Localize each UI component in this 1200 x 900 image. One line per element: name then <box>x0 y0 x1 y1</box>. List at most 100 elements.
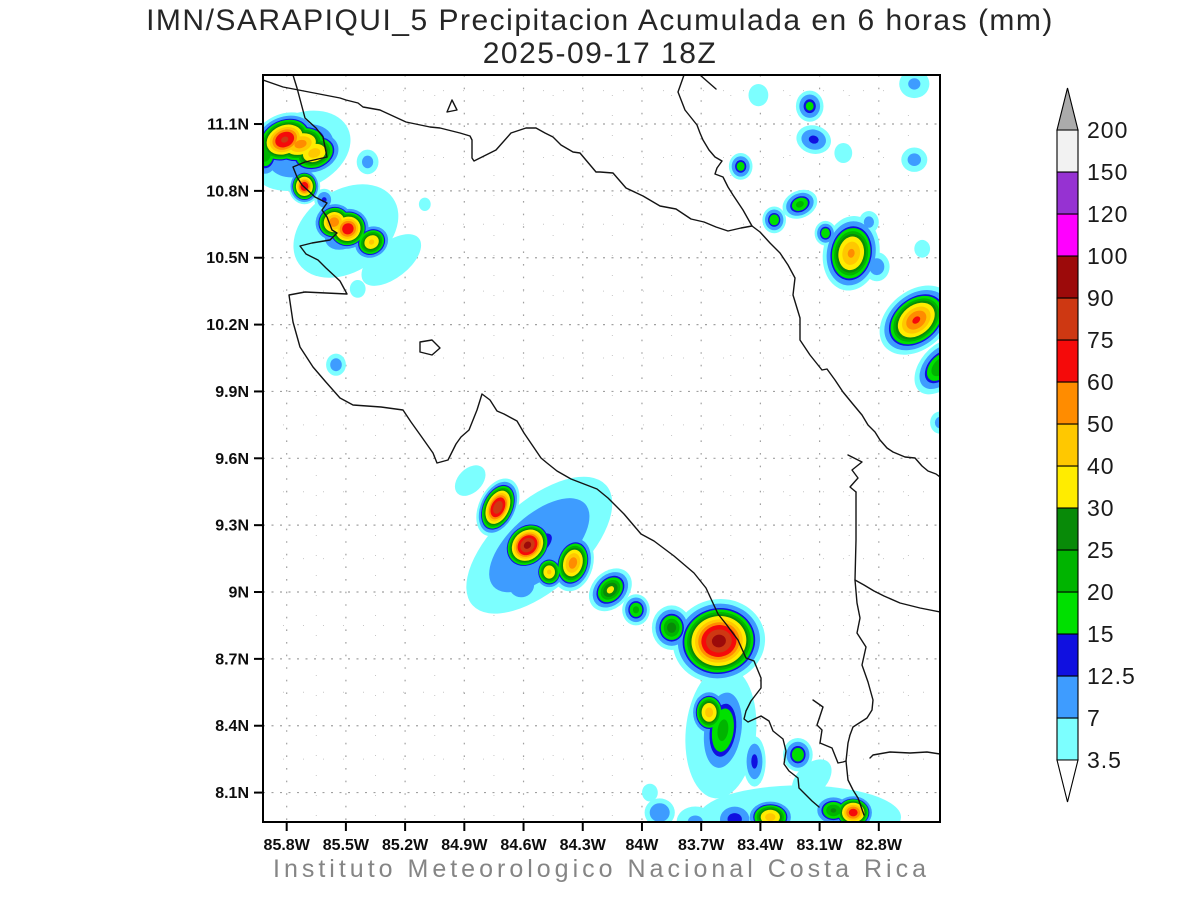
colorbar-tick-label: 150 <box>1087 159 1128 185</box>
precip-contour-band <box>308 148 321 158</box>
colorbar-segment <box>1056 129 1079 173</box>
x-tick-label: 85.2W <box>382 837 429 854</box>
precip-contour-band <box>821 228 830 239</box>
x-tick-label: 84.3W <box>560 837 607 854</box>
chart-subtitle: 2025-09-17 18Z <box>482 37 718 70</box>
footer-credit: Instituto Meteorologico Nacional Costa R… <box>273 855 930 883</box>
precip-contour-band <box>711 634 726 648</box>
y-tick-label: 10.8N <box>206 183 249 200</box>
precip-contour-band <box>632 606 640 614</box>
x-tick-label: 84.9W <box>441 837 488 854</box>
colorbar-segment <box>1056 549 1079 593</box>
colorbar-segment <box>1056 255 1079 299</box>
colorbar-segment <box>1056 633 1079 677</box>
coastline-lake-nicaragua-and-border <box>263 79 753 232</box>
precip-contour-band <box>908 78 921 90</box>
colorbar-tick-label: 12.5 <box>1087 663 1136 689</box>
x-tick-label: 84W <box>626 837 660 854</box>
coastline-pacific-coast <box>288 75 820 808</box>
precip-contour-band <box>294 139 307 149</box>
colorbar-over-arrow <box>1056 87 1079 131</box>
precip-contour-band <box>914 239 931 258</box>
y-tick-label: 9.6N <box>215 451 249 468</box>
precip-contour-band <box>717 719 729 742</box>
precip-contour-band <box>606 586 615 594</box>
coastline-caribbean-coast <box>677 75 940 478</box>
precip-contour-band <box>281 136 289 143</box>
precip-contour-band <box>736 161 745 171</box>
precip-contour-band <box>418 197 431 211</box>
colorbar-tick-label: 30 <box>1087 495 1115 521</box>
precip-contour-band <box>847 248 855 258</box>
precip-contour-band <box>748 84 769 107</box>
precip-contour-band <box>568 557 578 569</box>
coastline-ne-corner-spur <box>699 75 717 90</box>
precip-contour-band <box>667 622 677 633</box>
precip-contour-band <box>687 815 703 822</box>
y-tick-label: 9.3N <box>215 518 249 535</box>
coastline-panama-south-coast <box>869 751 940 759</box>
precip-contour-band <box>361 234 422 286</box>
precip-contour-band <box>765 813 776 821</box>
colorbar-segment <box>1056 423 1079 467</box>
precip-contour-band <box>523 541 532 549</box>
colorbar-segment <box>1056 339 1079 383</box>
precip-contour-band <box>642 783 658 802</box>
x-tick-label: 84.6W <box>500 837 547 854</box>
colorbar-under-arrow <box>1056 759 1079 803</box>
colorbar-segment <box>1056 213 1079 257</box>
colorbar-segment <box>1056 507 1079 551</box>
colorbar-tick-label: 25 <box>1087 537 1115 563</box>
coastline-golfito-shore <box>812 699 847 764</box>
coastline-gulf-island <box>419 339 441 356</box>
x-tick-label: 85.5W <box>323 837 370 854</box>
x-tick-label: 83.4W <box>737 837 784 854</box>
precip-contour-band <box>329 217 340 227</box>
colorbar-tick-label: 90 <box>1087 285 1115 311</box>
precip-contour-band <box>705 707 714 718</box>
colorbar-segment <box>1056 717 1079 761</box>
y-tick-label: 8.7N <box>215 651 249 668</box>
precip-contour-band <box>349 280 366 298</box>
coastline-panama-lagoon-shore <box>854 491 940 613</box>
coastlines <box>263 75 940 816</box>
precip-contour-band <box>934 416 940 429</box>
colorbar-tick-label: 120 <box>1087 201 1128 227</box>
y-tick-label: 11.1N <box>207 117 249 134</box>
y-tick-label: 9.9N <box>215 384 249 401</box>
colorbar: 3.5 7 12.5 15 20 25 30 40 50 60 75 90 100 120 150 200 <box>1056 87 1136 803</box>
precip-contour-band <box>848 808 858 817</box>
precip-contour-band <box>907 153 921 166</box>
colorbar-segment <box>1056 465 1079 509</box>
precip-contour-band <box>834 143 853 163</box>
precip-contour-band <box>805 101 814 111</box>
colorbar-tick-label: 3.5 <box>1087 747 1122 773</box>
precip-contour-band <box>362 155 374 169</box>
colorbar-tick-label: 200 <box>1087 117 1128 143</box>
colorbar-tick-label: 100 <box>1087 243 1128 269</box>
y-tick-label: 8.4N <box>215 718 249 735</box>
precip-contour-band <box>368 239 375 245</box>
colorbar-segment <box>1056 297 1079 341</box>
precip-contour-band <box>769 214 779 226</box>
precip-contour-band <box>808 135 819 144</box>
precip-contour-band <box>830 808 837 813</box>
precip-contour-band <box>649 803 670 822</box>
y-tick-label: 10.2N <box>206 317 249 334</box>
colorbar-segment <box>1056 591 1079 635</box>
precip-contour-band <box>509 573 535 598</box>
precip-contour-band <box>727 813 742 822</box>
precip-field <box>263 75 940 822</box>
map-frame <box>262 74 941 823</box>
y-tick-label: 10.5N <box>206 250 249 267</box>
precip-contour-band <box>751 754 758 769</box>
x-tick-label: 85.8W <box>264 837 311 854</box>
colorbar-tick-label: 60 <box>1087 369 1115 395</box>
colorbar-tick-label: 7 <box>1087 705 1101 731</box>
colorbar-tick-label: 75 <box>1087 327 1115 353</box>
x-tick-label: 83.1W <box>796 837 843 854</box>
precip-contour-band <box>912 316 921 324</box>
colorbar-segment <box>1056 171 1079 215</box>
x-tick-label: 82.8W <box>856 837 903 854</box>
